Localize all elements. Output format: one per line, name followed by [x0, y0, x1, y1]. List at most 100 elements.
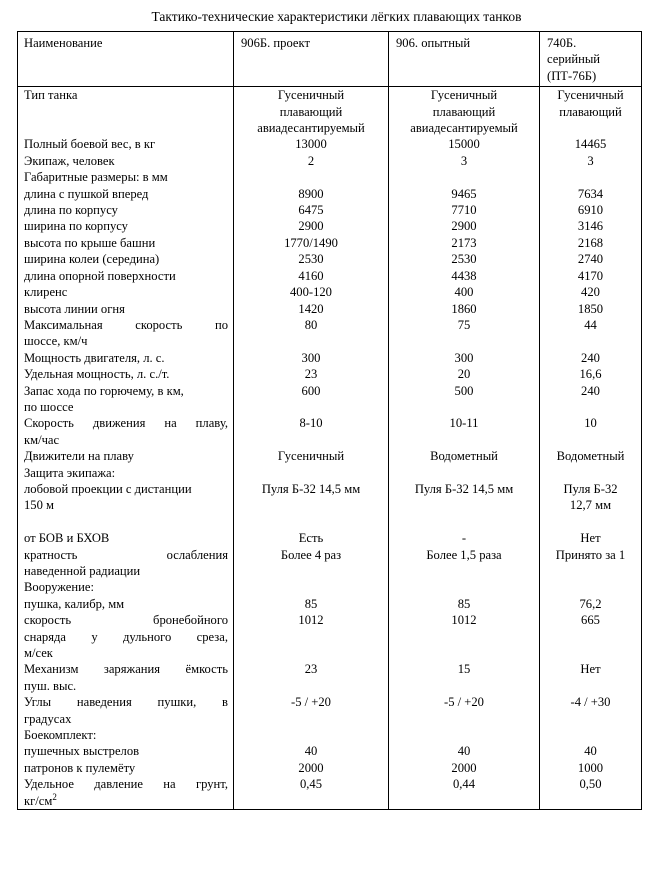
- value-line: 240: [581, 350, 600, 365]
- row-label: Удельная мощность, л. с./т.: [17, 366, 234, 383]
- header-line: Наименование: [24, 36, 103, 50]
- label-line: по шоссе: [24, 399, 74, 414]
- row-label: патронов к пулемёту: [17, 759, 234, 777]
- header-line: 740Б.: [547, 36, 577, 50]
- label-line: наведенной радиации: [24, 563, 141, 578]
- value-line: [543, 169, 638, 185]
- value-line: 665: [581, 613, 600, 628]
- value-line: 1000: [577, 760, 604, 775]
- value-line: Гусеничный: [277, 88, 345, 103]
- row-value: 44: [539, 316, 642, 350]
- table-row: лобовой проекции с дистанции 150 м Пуля …: [17, 480, 642, 531]
- row-value: 2168: [539, 234, 642, 252]
- label-line: лобовой проекции с дистанции: [24, 481, 192, 496]
- row-value: 1000: [539, 759, 642, 777]
- row-value: [233, 579, 389, 596]
- label-line: Боекомплект:: [24, 728, 97, 743]
- value-line: [237, 169, 385, 185]
- row-value: 665: [539, 612, 642, 662]
- row-value: 3: [539, 152, 642, 170]
- row-value: 240: [539, 349, 642, 367]
- table-row: кратность ослабления наведенной радиации…: [17, 546, 642, 580]
- row-label: Максимальная скорость по шоссе, км/ч: [17, 316, 234, 350]
- value-line: 500: [454, 383, 474, 398]
- table-row: Полный боевой вес, в кг 13000 15000 1446…: [17, 136, 642, 153]
- row-value: 15000: [388, 136, 540, 153]
- value-line: Более 4 раз: [280, 547, 342, 562]
- value-line: плавающий: [279, 104, 343, 119]
- value-line: 0,45: [299, 777, 323, 792]
- row-label: Мощность двигателя, л. с.: [17, 349, 234, 367]
- value-line: [392, 727, 536, 743]
- spacer: [24, 68, 228, 84]
- column-header-name: Наименование: [17, 31, 234, 87]
- label-line: м/сек: [24, 646, 53, 661]
- row-value: [233, 464, 389, 481]
- label-line-units: кг/см2: [24, 791, 57, 808]
- column-header-906b-project: 906Б. проект: [233, 31, 389, 87]
- row-value: 2173: [388, 234, 540, 252]
- label-line: градусах: [24, 711, 72, 726]
- value-line: 8900: [298, 186, 324, 201]
- table-body: Наименование 906Б. проект 906. опытный 7…: [17, 31, 642, 810]
- table-row: высота по крыше башни 1770/1490 2173 216…: [17, 234, 642, 252]
- row-label: длина по корпусу: [17, 202, 234, 219]
- value-line: -4 / +30: [570, 695, 611, 710]
- row-value: Принято за 1: [539, 546, 642, 580]
- row-value: 420: [539, 284, 642, 301]
- row-value: 76,2: [539, 595, 642, 613]
- separator-cell: [539, 86, 642, 88]
- table-row: клиренс 400-120 400 420: [17, 284, 642, 301]
- value-line: [237, 727, 385, 743]
- table-row: Вооружение:: [17, 579, 642, 596]
- value-line: Нет: [580, 662, 601, 677]
- value-line: 3: [460, 153, 468, 168]
- table-row: Тип танка Гусеничный плавающий авиадесан…: [17, 87, 642, 137]
- value-line: -: [461, 531, 467, 546]
- table-row: Запас хода по горючему, в км, по шоссе 6…: [17, 382, 642, 416]
- row-value: 3: [388, 152, 540, 170]
- value-line: [543, 727, 638, 743]
- row-value: 1420: [233, 300, 389, 317]
- table-row: патронов к пулемёту 2000 2000 1000: [17, 759, 642, 777]
- row-value: Более 1,5 раза: [388, 546, 540, 580]
- label-line: Углы наведения пушки, в: [24, 695, 228, 710]
- value-line: 9465: [451, 186, 477, 201]
- row-value: 2900: [233, 218, 389, 235]
- row-value: 8-10: [233, 415, 389, 449]
- table-row: Удельное давление на грунт, кг/см2 0,45 …: [17, 776, 642, 810]
- value-line: 1860: [451, 301, 477, 316]
- value-line: 1770/1490: [284, 235, 338, 250]
- row-value: [388, 727, 540, 744]
- label-line: Удельная мощность, л. с./т.: [24, 367, 170, 382]
- row-value: 2530: [233, 251, 389, 268]
- table-row: ширина по корпусу 2900 2900 3146: [17, 218, 642, 235]
- value-line: 2173: [451, 235, 477, 250]
- row-value: [388, 169, 540, 186]
- value-line: 16,6: [579, 367, 602, 382]
- row-value: 10-11: [388, 415, 540, 449]
- value-line: 13000: [295, 137, 327, 152]
- table-row: длина по корпусу 6475 7710 6910: [17, 202, 642, 219]
- value-line: 85: [304, 596, 318, 611]
- label-line: пушка, калибр, мм: [24, 596, 125, 611]
- row-label: Боекомплект:: [17, 727, 234, 744]
- value-line: 2: [307, 153, 315, 168]
- row-value: 1012: [388, 612, 540, 662]
- row-value: 6910: [539, 202, 642, 219]
- table-row: Боекомплект:: [17, 727, 642, 744]
- row-value: 0,45: [233, 776, 389, 810]
- value-line: 6910: [577, 203, 604, 218]
- label-line: Запас хода по горючему, в км,: [24, 383, 184, 398]
- value-line: Пуля Б-32 14,5 мм: [414, 481, 514, 496]
- value-line: 0,44: [452, 777, 476, 792]
- table-row: длина опорной поверхности 4160 4438 4170: [17, 267, 642, 285]
- value-line: 40: [584, 744, 597, 759]
- value-line: Нет: [580, 531, 601, 546]
- label-line: высота по крыше башни: [24, 235, 156, 250]
- row-value: [539, 579, 642, 596]
- value-line: 400: [454, 285, 474, 300]
- row-label: длина опорной поверхности: [17, 267, 234, 285]
- label-line: шоссе, км/ч: [24, 334, 88, 349]
- row-value: 4170: [539, 267, 642, 285]
